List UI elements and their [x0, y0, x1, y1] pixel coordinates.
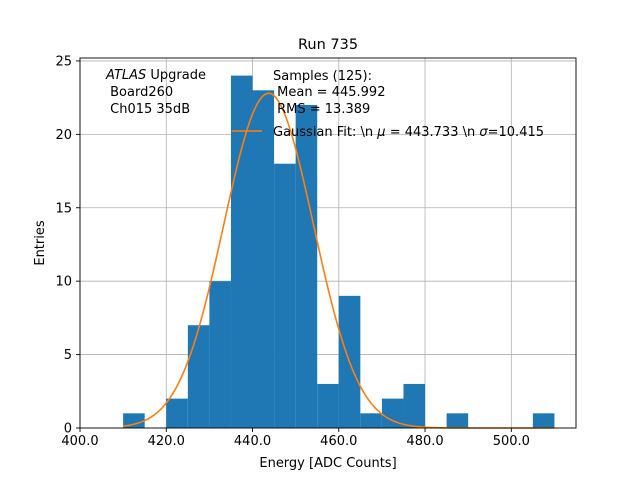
legend-fit-label: Gaussian Fit: \n μ = 443.733 \n σ=10.415: [273, 125, 544, 140]
annotation-board: Board260: [106, 85, 173, 100]
histogram-bar: [403, 383, 426, 428]
plot-frame: [79, 57, 577, 429]
histogram-bar: [446, 413, 469, 428]
histogram-bar: [532, 413, 555, 428]
x-tick-label: 500.0: [493, 434, 530, 449]
histogram-bar: [230, 75, 253, 428]
atlas-annotation: ATLAS Upgrade Board260 Ch015 35dB: [105, 68, 206, 117]
histogram-bar: [166, 398, 188, 428]
histogram-bar: [317, 383, 339, 428]
annotation-upgrade: Upgrade: [146, 68, 206, 83]
histogram-bar: [187, 325, 210, 428]
histogram-bar: [252, 90, 275, 429]
x-tick-label: 440.0: [234, 434, 271, 449]
y-tick-label: 25: [55, 54, 72, 69]
y-tick-label: 5: [64, 348, 72, 363]
chart-title: Run 735: [298, 37, 358, 53]
y-axis-label: Entries: [33, 220, 48, 266]
svg-text:ATLAS Upgrade: ATLAS Upgrade: [105, 68, 206, 83]
x-tick-label: 400.0: [61, 434, 98, 449]
histogram-bars: [123, 75, 555, 429]
histogram-bar: [381, 398, 404, 428]
legend-samples-title: Samples (125):: [273, 69, 372, 84]
histogram-bar: [360, 413, 382, 428]
x-tick-label: 420.0: [148, 434, 185, 449]
x-axis-label: Energy [ADC Counts]: [259, 456, 396, 471]
annotation-channel: Ch015 35dB: [106, 102, 190, 117]
y-tick-label: 10: [55, 275, 72, 290]
x-tick-label: 480.0: [406, 434, 443, 449]
x-axis-ticks: 400.0 420.0 440.0 460.0 480.0 500.0: [61, 428, 530, 449]
legend-rms: RMS = 13.389: [273, 102, 370, 117]
legend: Samples (125): Mean = 445.992 RMS = 13.3…: [232, 69, 544, 140]
y-tick-label: 0: [64, 422, 72, 437]
histogram-bar: [295, 104, 318, 428]
legend-mean: Mean = 445.992: [273, 85, 385, 100]
y-tick-label: 20: [55, 128, 72, 143]
x-tick-label: 460.0: [320, 434, 357, 449]
histogram-bar: [123, 413, 145, 428]
y-tick-label: 15: [55, 201, 72, 216]
histogram-bar: [209, 281, 231, 428]
y-axis-ticks: 0 5 10 15 20 25: [55, 54, 80, 437]
histogram-bar: [274, 163, 296, 428]
annotation-atlas: ATLAS: [105, 68, 146, 83]
